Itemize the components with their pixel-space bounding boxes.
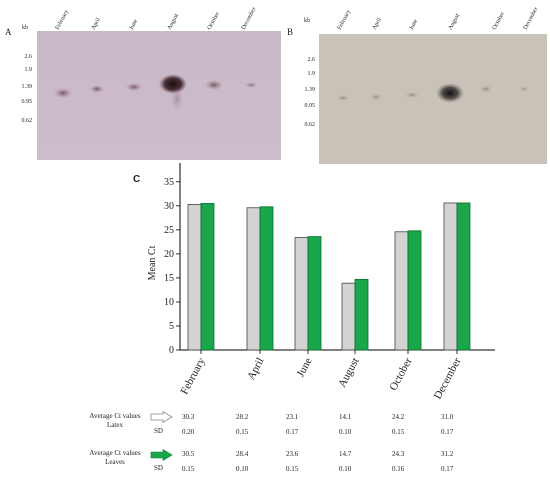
leaves-sd-label: SD	[154, 464, 163, 472]
latex-sd-value: 0.20	[182, 428, 195, 436]
y-tick-label: 35	[164, 177, 174, 188]
x-tick-label-april: April	[245, 356, 267, 382]
panel-b-kb-label: kb	[304, 18, 310, 24]
panel-a-marker-1-39: 1.39	[21, 84, 33, 90]
latex-sd-value: 0.17	[286, 428, 299, 436]
y-tick-label: 30	[164, 201, 174, 212]
leaves-arrow-icon	[150, 449, 173, 461]
y-tick-label: 0	[169, 345, 174, 356]
leaves-mean-value: 28.4	[236, 450, 249, 458]
northern-blot-image-b	[319, 34, 547, 164]
panel-a-marker-0-95: 0.95	[21, 99, 33, 105]
leaves-sd-value: 0.17	[441, 465, 454, 473]
panel-a-marker-1-9: 1.9	[24, 67, 33, 73]
leaves-sd-value: 0.15	[182, 465, 195, 473]
northern-blot-image-a	[37, 31, 281, 160]
y-tick-label: 25	[164, 225, 174, 236]
panel-a-marker-0-62: 0.62	[21, 118, 33, 124]
panel-a-letter: A	[5, 27, 12, 37]
leaves-sd-value: 0.15	[286, 465, 299, 473]
bar-february-series-2	[200, 203, 215, 351]
x-tick-label-august: August	[336, 356, 362, 390]
leaves-label-line2: Leaves	[105, 458, 125, 466]
bar-august-series-1	[341, 282, 356, 351]
bar-december-series-2	[456, 202, 471, 351]
bar-october-series-1	[394, 231, 409, 351]
leaves-mean-value: 14.7	[339, 450, 352, 458]
leaves-mean-value: 30.5	[182, 450, 195, 458]
bar-april-series-1	[246, 207, 261, 351]
latex-mean-value: 31.0	[441, 413, 454, 421]
y-tick-label: 20	[164, 249, 174, 260]
leaves-sd-value: 0.10	[236, 465, 249, 473]
panel-a-kb-label: kb	[22, 25, 28, 31]
leaves-mean-value: 23.6	[286, 450, 299, 458]
latex-sd-label: SD	[154, 427, 163, 435]
y-tick-label: 10	[164, 297, 174, 308]
panel-b-marker-1-39: 1.39	[304, 87, 316, 93]
bar-february-series-1	[187, 203, 202, 351]
bar-august-series-2	[354, 278, 369, 351]
bar-june-series-2	[307, 236, 322, 351]
latex-label-line2: Latex	[107, 421, 123, 429]
leaves-sd-value: 0.10	[339, 465, 352, 473]
bar-december-series-1	[443, 202, 458, 351]
bar-april-series-2	[259, 206, 274, 351]
panel-b-marker-1-9: 1.9	[307, 71, 316, 77]
latex-mean-value: 14.1	[339, 413, 352, 421]
y-tick-label: 15	[164, 273, 174, 284]
latex-sd-value: 0.15	[236, 428, 249, 436]
x-tick-label-october: October	[387, 355, 414, 392]
latex-sd-value: 0.15	[392, 428, 405, 436]
latex-mean-value: 24.2	[392, 413, 405, 421]
y-tick-label: 5	[169, 321, 174, 332]
leaves-label-line1: Average Ct values	[89, 449, 141, 457]
x-tick-label-december: December	[432, 355, 464, 401]
latex-mean-value: 30.3	[182, 413, 195, 421]
panel-b-marker-0-62: 0.62	[304, 122, 316, 128]
panel-b-marker-0-95: 0.95	[304, 103, 316, 109]
leaves-mean-value: 24.3	[392, 450, 405, 458]
latex-mean-value: 28.2	[236, 413, 249, 421]
leaves-mean-value: 31.2	[441, 450, 454, 458]
leaves-sd-value: 0.16	[392, 465, 405, 473]
latex-sd-value: 0.17	[441, 428, 454, 436]
latex-label-line1: Average Ct values	[89, 412, 141, 420]
panel-b-marker-2-6: 2.6	[307, 57, 316, 63]
panel-c-letter: C	[133, 174, 141, 185]
x-tick-label-june: June	[295, 356, 315, 380]
bar-october-series-2	[407, 230, 422, 351]
panel-a-marker-2-6: 2.6	[24, 54, 33, 60]
bar-june-series-1	[294, 237, 309, 351]
x-tick-label-february: February	[178, 355, 207, 396]
panel-b-letter: B	[287, 27, 294, 37]
latex-mean-value: 23.1	[286, 413, 299, 421]
latex-arrow-icon	[150, 411, 173, 423]
latex-sd-value: 0.10	[339, 428, 352, 436]
y-axis-label: Mean Ct	[147, 245, 158, 280]
